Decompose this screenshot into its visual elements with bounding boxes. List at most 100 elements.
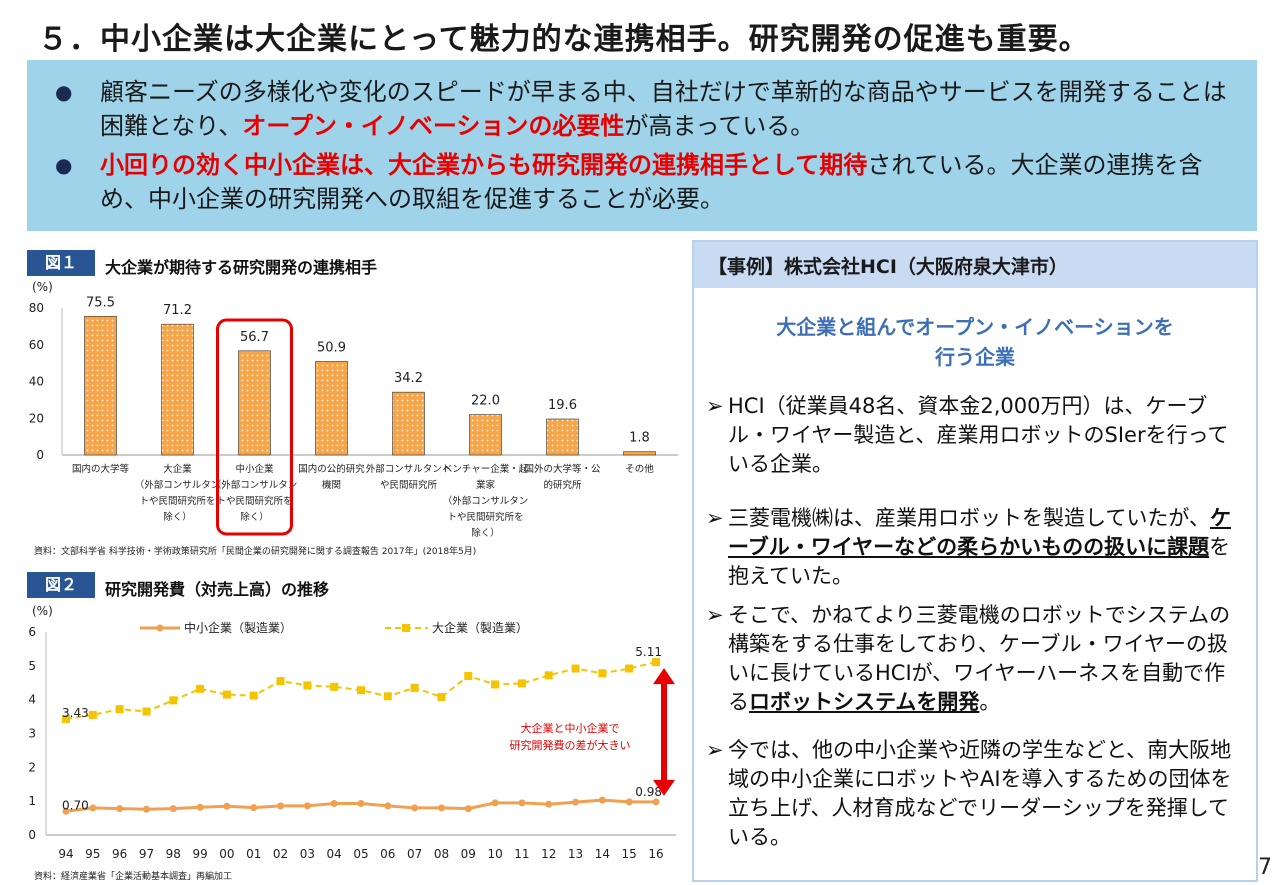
x-tick-label: （外部コンサルタン: [443, 495, 529, 507]
case-header: 【事例】株式会社HCI（大阪府泉大津市）: [694, 242, 1256, 288]
fig2-source: 資料：経済産業省「企業活動基本調査」再編加工: [34, 872, 233, 882]
summary-box: ● 顧客ニーズの多様化や変化のスピードが早まる中、自社だけで革新的な商品やサービ…: [27, 60, 1257, 231]
x-tick-label: 国外の大学等・公: [524, 463, 601, 475]
series-point-large: [410, 683, 419, 692]
bar-value-label: 34.2: [394, 371, 423, 386]
fig2-label: 図２: [27, 572, 95, 598]
fig1-label: 図１: [27, 250, 95, 276]
series-point-sme: [545, 800, 553, 808]
y-tick-label: 5: [28, 659, 36, 673]
arrow-bullet-icon: ➢: [706, 394, 724, 418]
case-item-segment: を抱えていた。: [728, 535, 1231, 588]
case-header-text: 【事例】株式会社HCI（大阪府泉大津市）: [708, 256, 1068, 278]
series-point-large: [625, 664, 634, 673]
case-item-segment: そこで、かねてより三菱電機のロボットでシステムの構築をする仕事をしており、ケーブ…: [728, 603, 1231, 714]
series-point-large: [517, 679, 526, 688]
x-tick-label: 08: [434, 847, 449, 861]
y-tick-label: 0: [28, 828, 36, 842]
x-tick-label: 国内の大学等: [72, 463, 130, 475]
bar-value-label: 50.9: [317, 340, 346, 355]
series-point-sme: [598, 796, 606, 804]
series-point-large: [115, 705, 124, 714]
series-point-large: [383, 692, 392, 701]
x-tick-label: 外部コンサルタント: [366, 463, 452, 475]
x-tick-label: トや民間研究所を: [216, 495, 292, 507]
x-tick-label: 09: [461, 847, 476, 861]
series-point-sme: [142, 805, 150, 813]
series-point-sme: [303, 802, 311, 810]
series-point-sme: [652, 798, 660, 806]
x-tick-label: 除く）: [240, 511, 269, 523]
series-point-sme: [464, 805, 472, 813]
x-tick-label: 大企業: [163, 463, 192, 475]
case-item-segment: 。: [979, 690, 1001, 714]
y-tick-label: 0: [36, 448, 44, 462]
series-point-sme: [196, 803, 204, 811]
bar-value-label: 56.7: [240, 330, 269, 345]
case-item-segment: 今では、他の中小企業や近隣の学生などと、南大阪地域の中小企業にロボットやAIを導…: [728, 738, 1232, 849]
case-item-emphasis: ケーブル・ワイヤーなどの柔らかいものの扱いに課題: [728, 506, 1231, 559]
bar-value-label: 22.0: [471, 394, 500, 409]
series-point-large: [491, 680, 500, 689]
sme-start-label: 0.70: [62, 798, 89, 812]
series-point-large: [437, 692, 446, 701]
bar-value-label: 71.2: [163, 303, 192, 318]
bar: [469, 414, 502, 456]
x-tick-label: 除く）: [163, 511, 192, 523]
large-end-label: 5.11: [635, 645, 662, 659]
series-point-large: [222, 690, 231, 699]
x-tick-label: 02: [273, 847, 288, 861]
x-tick-label: 除く）: [471, 527, 500, 539]
fig1-source: 資料：文部科学省 科学技術・学術政策研究所「民間企業の研究開発に関する調査報告 …: [34, 547, 477, 557]
series-point-large: [142, 707, 151, 716]
series-point-large: [330, 682, 339, 691]
bar: [392, 391, 425, 456]
x-tick-label: 10: [487, 847, 502, 861]
case-item-text: 今では、他の中小企業や近隣の学生などと、南大阪地域の中小企業にロボットやAIを導…: [728, 736, 1246, 852]
y-tick-label: 80: [29, 301, 44, 315]
series-point-large: [249, 691, 258, 700]
y-tick-label: 60: [29, 338, 44, 352]
case-subtitle: 大企業と組んでオープン・イノベーションを 行う企業: [694, 312, 1256, 372]
series-point-sme: [357, 800, 365, 808]
fig1-title: 大企業が期待する研究開発の連携相手: [105, 258, 378, 277]
y-tick-label: 4: [28, 693, 36, 707]
bar: [623, 451, 656, 456]
gap-arrow-head-up: [653, 668, 675, 685]
series-point-large: [357, 686, 365, 695]
series-point-sme: [411, 804, 419, 812]
x-tick-label: 01: [246, 847, 261, 861]
bullet-1-text: 顧客ニーズの多様化や変化のスピードが早まる中、自社だけで革新的な商品やサービスを…: [100, 78, 1227, 140]
y-tick-label: 40: [29, 375, 44, 389]
series-point-large: [544, 671, 553, 680]
x-tick-label: 的研究所: [543, 479, 582, 491]
case-item-emphasis: ロボットシステムを開発: [749, 690, 980, 714]
x-tick-label: （外部コンサルタン: [212, 479, 298, 491]
x-tick-label: 機関: [322, 479, 341, 491]
case-item-segment: 三菱電機㈱は、産業用ロボットを製造していたが、: [728, 506, 1210, 530]
legend-label-large: 大企業（製造業）: [432, 620, 528, 635]
series-point-sme: [89, 804, 97, 812]
series-point-sme: [277, 802, 285, 810]
arrow-bullet-icon: ➢: [706, 603, 724, 627]
x-tick-label: 07: [407, 847, 422, 861]
legend-marker-large: [402, 624, 410, 632]
large-start-label: 3.43: [62, 706, 89, 720]
case-item-text: そこで、かねてより三菱電機のロボットでシステムの構築をする仕事をしており、ケーブ…: [728, 601, 1246, 717]
series-point-sme: [62, 807, 70, 815]
series-point-sme: [384, 802, 392, 810]
bar: [238, 350, 271, 456]
case-item-segment: HCI（従業員48名、資本金2,000万円）は、ケーブル・ワイヤー製造と、産業用…: [728, 394, 1229, 476]
bar-value-label: 1.8: [629, 431, 650, 446]
bar: [84, 315, 117, 456]
x-tick-label: 12: [541, 847, 556, 861]
series-point-large: [652, 658, 660, 667]
bar-value-label: 75.5: [86, 295, 115, 310]
x-tick-label: トや民間研究所を: [447, 511, 523, 523]
bar: [161, 323, 194, 456]
y-axis-unit: (%): [32, 604, 53, 618]
series-point-sme: [330, 800, 338, 808]
series-point-large: [62, 714, 70, 723]
series-point-large: [196, 684, 205, 693]
